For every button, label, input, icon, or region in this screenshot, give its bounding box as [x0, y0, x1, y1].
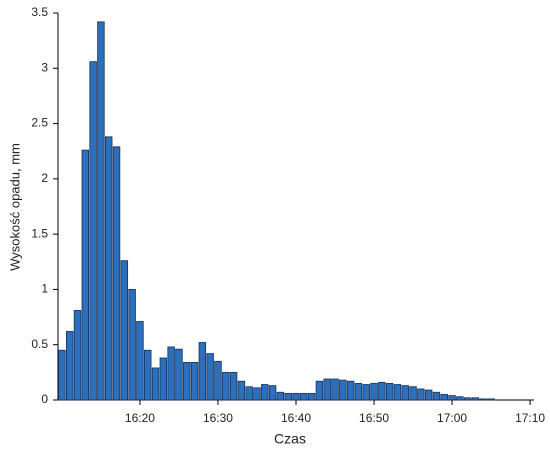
bar	[307, 392, 316, 401]
bar	[268, 385, 277, 401]
bar	[261, 384, 269, 401]
bar	[346, 380, 355, 401]
bar	[300, 392, 308, 401]
bar	[245, 386, 253, 401]
bar	[331, 378, 339, 401]
y-tick-label: 0.5	[31, 337, 48, 351]
bar	[167, 346, 175, 401]
bar	[229, 371, 238, 401]
bar	[58, 349, 66, 401]
bar	[175, 348, 183, 401]
bar	[432, 391, 441, 401]
bar	[253, 387, 261, 401]
bar	[440, 394, 448, 401]
bar	[448, 395, 456, 401]
bar	[409, 386, 417, 401]
x-tick-label: 17:00	[437, 411, 467, 425]
bar	[112, 146, 121, 401]
bar	[339, 379, 347, 401]
x-tick-label: 16:50	[359, 411, 389, 425]
bar	[183, 362, 191, 401]
y-tick-label: 2	[41, 171, 48, 185]
bar	[323, 378, 331, 401]
y-tick-label: 3	[41, 60, 48, 74]
bar	[214, 360, 222, 401]
x-tick-label: 16:40	[281, 411, 311, 425]
bar	[97, 21, 105, 401]
bar	[354, 383, 363, 401]
bar	[417, 388, 425, 401]
y-tick-label: 1.5	[31, 226, 48, 240]
bar	[315, 380, 324, 401]
bar	[105, 136, 113, 401]
bar	[198, 342, 207, 401]
bar	[292, 392, 300, 401]
bar	[206, 353, 214, 401]
bar	[222, 371, 230, 401]
bar	[393, 384, 402, 401]
bar	[81, 149, 90, 401]
bar	[378, 381, 386, 401]
bar	[471, 397, 480, 401]
y-tick-label: 0	[41, 392, 48, 406]
bar	[120, 260, 129, 401]
bar	[463, 397, 472, 401]
bar	[424, 389, 433, 401]
bar	[144, 349, 152, 401]
bar	[487, 398, 495, 401]
y-tick-label: 1	[41, 282, 48, 296]
x-tick-label: 17:10	[515, 411, 545, 425]
bar	[128, 289, 136, 401]
bar	[190, 362, 199, 401]
x-axis-title: Czas	[274, 431, 306, 447]
bar	[362, 384, 370, 401]
bar	[237, 380, 246, 401]
bar	[89, 61, 97, 401]
bar	[456, 396, 464, 401]
bar	[151, 367, 160, 401]
bar	[370, 383, 378, 401]
y-axis-title: Wysokość opadu, mm	[7, 143, 22, 271]
x-tick-label: 16:30	[203, 411, 233, 425]
bar	[136, 321, 144, 401]
bar	[284, 392, 292, 401]
bar	[65, 331, 74, 401]
y-tick-label: 2.5	[31, 116, 48, 130]
bar	[479, 398, 487, 401]
bar	[401, 385, 409, 401]
bar	[276, 391, 285, 401]
bar	[73, 310, 82, 401]
x-tick-label: 16:20	[125, 411, 155, 425]
bar	[385, 383, 394, 401]
bar	[159, 357, 168, 401]
y-tick-label: 3.5	[31, 5, 48, 19]
